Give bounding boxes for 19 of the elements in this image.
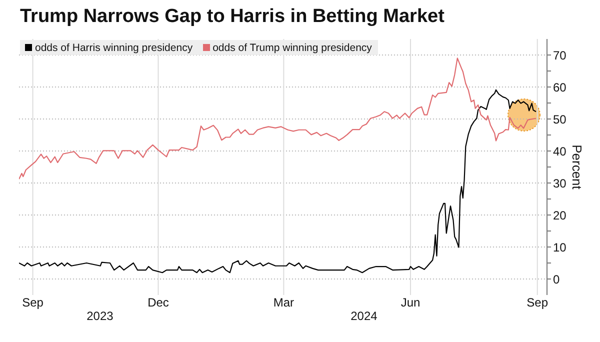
x-tick-label: Mar bbox=[273, 296, 294, 310]
legend-label: odds of Trump winning presidency bbox=[212, 42, 372, 54]
text: 2023 bbox=[86, 309, 114, 323]
chart-title: Trump Narrows Gap to Harris in Betting Market bbox=[20, 6, 444, 28]
y-tick-label: 60 bbox=[553, 80, 567, 94]
text: 2024 bbox=[350, 309, 378, 323]
y-tick-label: 30 bbox=[553, 176, 567, 190]
y-tick-label: 10 bbox=[553, 240, 567, 254]
y-axis-title: Percent bbox=[570, 144, 584, 190]
y-tick-label: 20 bbox=[553, 208, 567, 222]
y-tick-label: 50 bbox=[553, 112, 567, 126]
x-tick-label: Jun bbox=[400, 296, 420, 310]
x-tick-label: Sep bbox=[22, 296, 44, 310]
legend-label: odds of Harris winning presidency bbox=[35, 42, 193, 54]
y-tick-label: 70 bbox=[553, 48, 567, 62]
x-tick-label: Sep bbox=[526, 296, 548, 310]
y-tick-label: 40 bbox=[553, 144, 567, 158]
x-tick-label: Dec bbox=[148, 296, 169, 310]
y-tick-label: 0 bbox=[553, 272, 560, 286]
